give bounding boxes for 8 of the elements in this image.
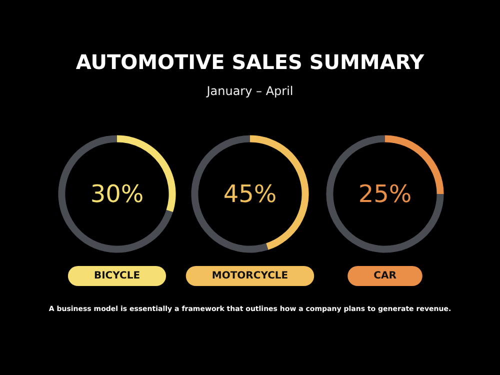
text: AUTOMOTIVE SALES SUMMARY — [74, 50, 426, 74]
text: 25% — [358, 180, 412, 208]
text: January – April — [205, 84, 294, 98]
text: CAR — [374, 270, 397, 282]
text: MOTORCYCLE — [212, 270, 288, 282]
text: 30% — [90, 180, 144, 208]
text: BICYCLE — [94, 270, 140, 282]
text: 45% — [223, 180, 277, 208]
